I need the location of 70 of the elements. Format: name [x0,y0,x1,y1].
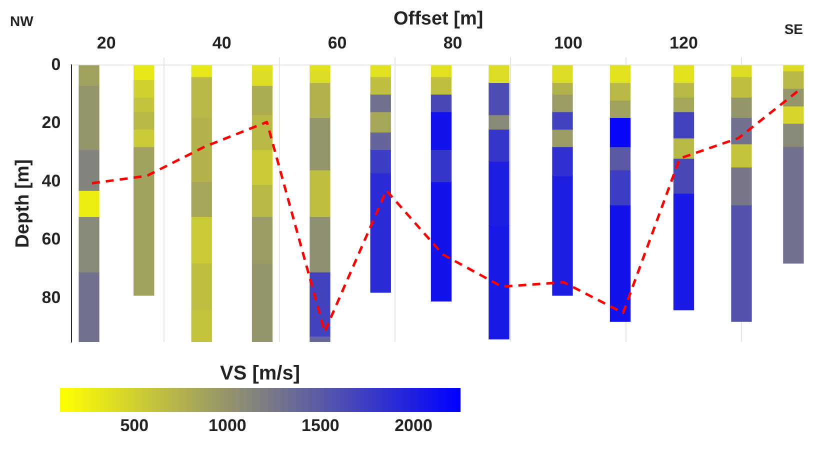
bar [552,146,573,176]
bar [673,65,694,84]
bar [310,336,330,342]
bar [610,82,631,100]
bar [610,100,631,118]
bar [310,82,330,118]
text: SE [784,20,803,37]
x-tick-label: 120 [670,34,698,53]
x-tick-label: 60 [328,34,347,53]
bar [610,65,631,84]
bar [134,65,154,80]
bar [488,128,510,162]
bar [552,176,573,296]
y-tick-label: 60 [42,230,61,249]
y-tick-label: 20 [42,113,61,132]
text: NW [10,12,34,29]
bar [430,149,452,182]
color-bar-label: 1500 [302,416,340,436]
bar [134,146,154,296]
bar [252,149,273,185]
color-bar-label: 1000 [208,416,246,436]
bar [610,170,631,206]
y-axis-title: Depth [m] [12,159,34,248]
bar [310,216,330,272]
bar [78,149,100,191]
x-tick-label: 100 [554,34,582,53]
bar [731,166,752,206]
bar [370,172,391,293]
bar [370,65,391,78]
bar [783,65,804,72]
y-tick-label: 0 [51,54,61,74]
x-tick-label: 20 [96,34,116,53]
y-tick-label: 80 [42,288,61,307]
bar [430,65,452,78]
bar [673,193,694,310]
bar [134,128,154,148]
color-bar-title: VS [m/s] [220,362,300,385]
y-tick-label: 40 [42,171,61,190]
bar [430,76,452,95]
bar [731,65,752,78]
x-tick-label: 80 [443,34,462,53]
color-bar-label: 2000 [394,416,432,436]
bar [191,65,212,78]
bar [673,158,694,194]
x-axis-title: Offset [m] [393,8,484,30]
x-tick-label: 40 [212,34,232,53]
bar [783,146,804,264]
bar [488,82,510,116]
line-series [90,90,799,334]
bar [370,111,391,133]
bar [610,117,631,148]
bar [610,146,631,170]
bar [783,70,804,89]
bar [370,149,391,174]
color-bar-label: 500 [120,416,149,436]
bar [488,65,510,84]
bar [783,123,804,148]
bar [310,170,330,218]
bar [78,216,100,272]
bar [673,82,694,98]
bar [552,65,573,84]
bar [731,204,752,322]
bar [488,114,510,130]
bar [370,76,391,95]
bar [78,272,100,342]
bar [783,106,804,124]
bar [78,190,100,218]
bar [610,204,631,322]
bar [430,94,452,112]
bar [731,76,752,98]
